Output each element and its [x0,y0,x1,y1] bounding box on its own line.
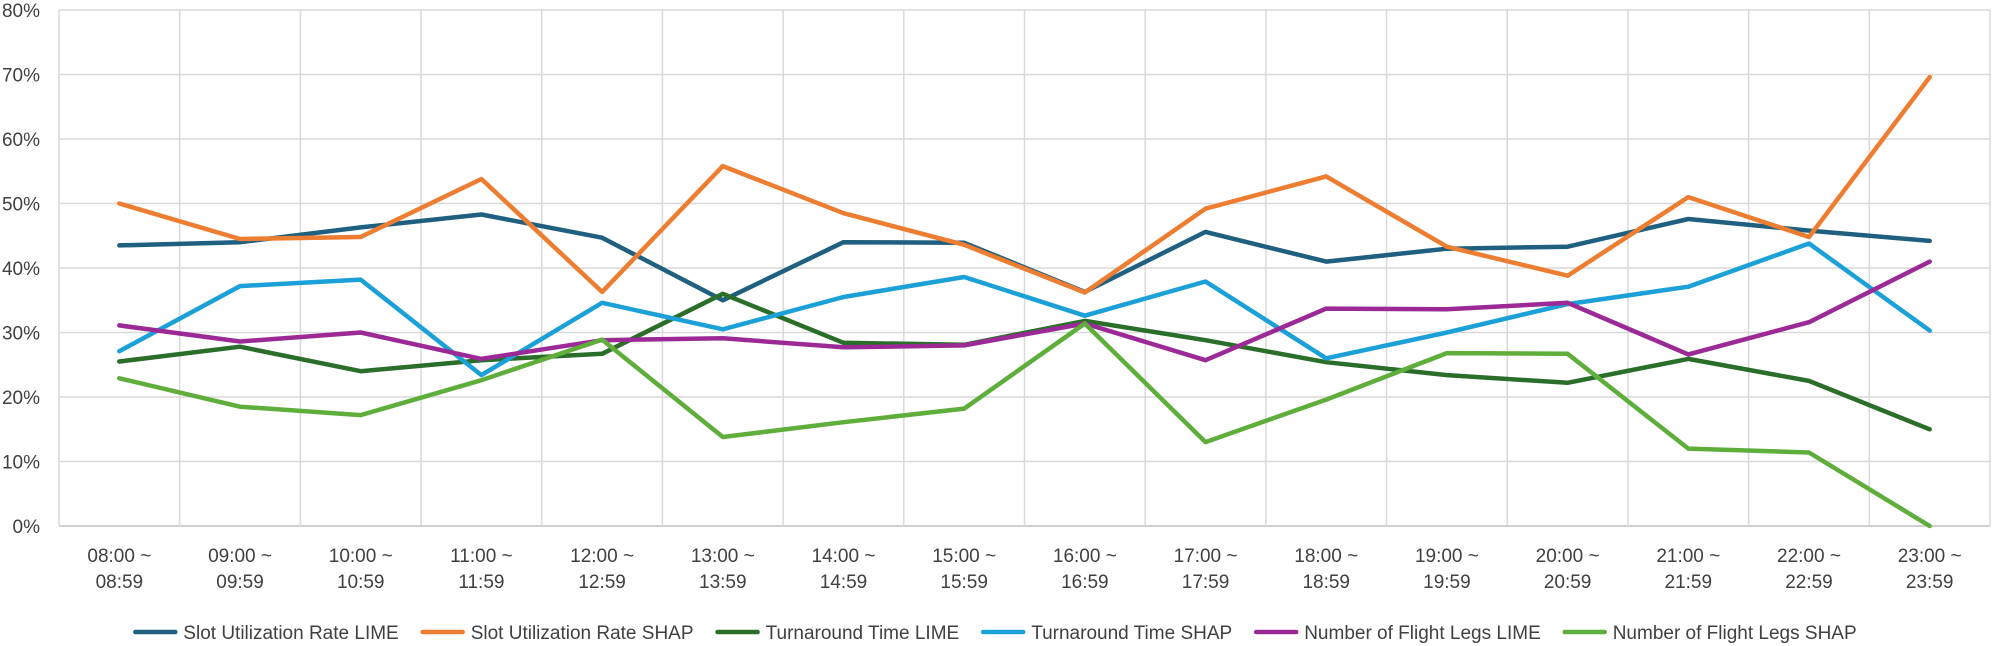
x-tick-label: 15:00 ~15:59 [932,546,996,593]
series-line-number-of-flight-legs-shap [117,321,1932,529]
x-tick-label: 20:00 ~20:59 [1536,546,1600,593]
y-tick-label: 60% [2,130,40,151]
legend: Slot Utilization Rate LIME Slot Utilizati… [133,623,1857,644]
series-line-slot-utilization-rate-shap [117,74,1932,295]
series-line-turnaround-time-shap [117,241,1932,378]
x-tick-label: 17:00 ~17:59 [1174,546,1238,593]
x-tick-label: 13:00 ~13:59 [691,546,755,593]
legend-item: Slot Utilization Rate SHAP [420,623,694,644]
series-lines [117,74,1932,529]
x-tick-label: 12:00 ~12:59 [570,546,634,593]
legend-label: Turnaround Time SHAP [1031,623,1232,644]
y-tick-label: 80% [2,1,40,22]
y-tick-label: 70% [2,66,40,87]
x-tick-label: 11:00 ~11:59 [450,546,513,593]
x-axis-tick-labels: 08:00 ~08:59 09:00 ~09:59 10:00 ~10:59 11:0… [87,546,1961,593]
series-line-number-of-flight-legs-lime [117,259,1932,363]
y-tick-label: 0% [13,517,41,538]
x-tick-label: 16:00 ~16:59 [1053,546,1117,593]
x-tick-label: 10:00 ~10:59 [329,546,393,593]
x-tick-label: 19:00 ~19:59 [1415,546,1479,593]
x-tick-label: 09:00 ~09:59 [208,546,272,593]
legend-item: Turnaround Time SHAP [980,623,1232,644]
x-tick-label: 21:00 ~21:59 [1656,546,1720,593]
legend-label: Number of Flight Legs LIME [1304,623,1541,644]
y-tick-label: 40% [2,259,40,280]
x-tick-label: 23:00 ~23:59 [1898,546,1962,593]
legend-item: Number of Flight Legs LIME [1253,623,1541,644]
x-tick-label: 22:00 ~22:59 [1777,546,1841,593]
y-tick-label: 10% [2,453,40,474]
x-tick-label: 08:00 ~08:59 [87,546,151,593]
legend-item: Slot Utilization Rate LIME [133,623,399,644]
legend-label: Slot Utilization Rate SHAP [471,623,694,644]
y-tick-label: 50% [2,195,40,216]
legend-item: Number of Flight Legs SHAP [1562,623,1857,644]
y-tick-label: 30% [2,324,40,345]
legend-label: Slot Utilization Rate LIME [183,623,398,644]
legend-label: Turnaround Time LIME [766,623,960,644]
legend-label: Number of Flight Legs SHAP [1613,623,1857,644]
y-tick-label: 20% [2,388,40,409]
y-axis-tick-labels: 0% 10% 20% 30% 40% 50% 60% 70% 80% [2,1,40,538]
x-tick-label: 18:00 ~18:59 [1294,546,1358,593]
x-tick-label: 14:00 ~14:59 [812,546,876,593]
legend-item: Turnaround Time LIME [715,623,960,644]
